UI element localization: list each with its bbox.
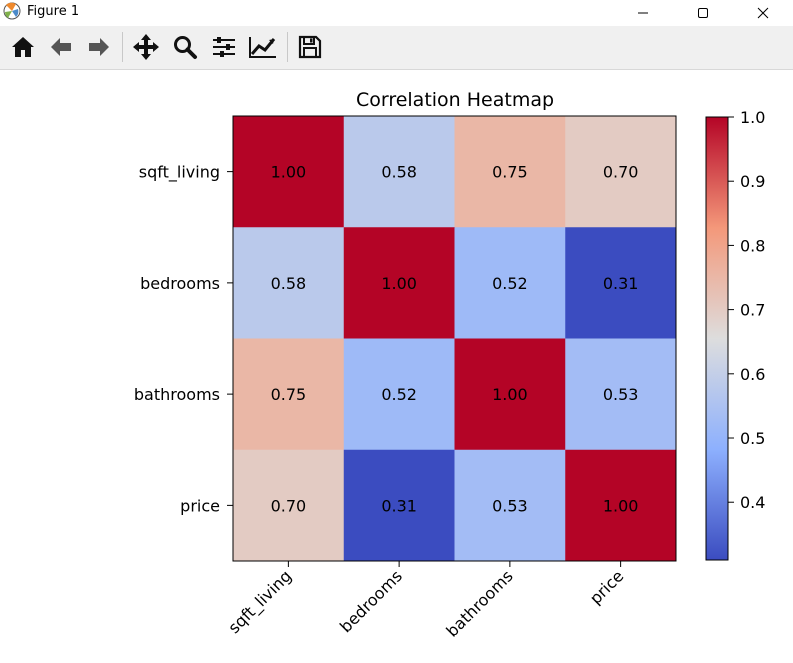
heatmap-cell: [454, 116, 566, 228]
colorbar-tick-label: 0.9: [740, 172, 765, 191]
toolbar-separator: [287, 32, 288, 62]
y-tick-label: bathrooms: [134, 385, 220, 404]
home-icon: [12, 37, 34, 57]
y-axis-ticks: sqft_living bedrooms bathrooms price: [134, 163, 233, 515]
window-title: Figure 1: [27, 4, 80, 19]
x-tick-label: bathrooms: [442, 566, 516, 640]
heatmap-cell: [565, 449, 677, 562]
edit-axis-icon: [249, 37, 276, 58]
heatmap-cells: [233, 116, 677, 562]
heatmap-cell: [233, 449, 345, 562]
cell-value-label: 0.53: [603, 385, 639, 404]
cell-value-label: 0.70: [271, 496, 307, 515]
chart-title: Correlation Heatmap: [356, 89, 554, 111]
colorbar-tick-label: 0.8: [740, 236, 765, 255]
colorbar: [705, 116, 729, 561]
forward-arrow-icon: [89, 38, 109, 56]
close-icon: [757, 7, 769, 19]
cell-value-label: 0.53: [492, 496, 528, 515]
maximize-button[interactable]: [680, 0, 726, 26]
pan-button[interactable]: [131, 32, 161, 62]
cell-value-label: 0.52: [381, 385, 417, 404]
colorbar-ticks: 0.4 0.5 0.6 0.7 0.8 0.9 1.0: [728, 108, 765, 512]
heatmap-cell: [565, 227, 677, 339]
minimize-button[interactable]: [620, 0, 666, 26]
heatmap-cell: [233, 338, 345, 451]
heatmap-cell: [233, 227, 345, 339]
configure-subplots-icon: [213, 37, 235, 57]
heatmap-cell: [565, 116, 677, 228]
cell-value-label: 1.00: [492, 385, 528, 404]
edit-axis-button[interactable]: [248, 32, 278, 62]
zoom-button[interactable]: [170, 32, 200, 62]
cell-value-label: 1.00: [271, 163, 307, 182]
heatmap-chart: Correlation Heatmap 1.00 0.58 0.75 0.70 0.58…: [134, 89, 766, 641]
plot-frame: [232, 115, 677, 562]
minimize-icon: [638, 12, 648, 14]
cell-value-label: 0.31: [603, 274, 639, 293]
close-button[interactable]: [740, 0, 786, 26]
heatmap-cell: [454, 227, 566, 339]
zoom-icon: [174, 36, 197, 59]
cell-value-label: 0.31: [381, 496, 417, 515]
heatmap-cell: [565, 338, 677, 451]
x-tick-label: price: [586, 566, 628, 608]
colorbar-tick-label: 1.0: [740, 108, 765, 127]
heatmap-cell-labels: 1.00 0.58 0.75 0.70 0.58 1.00 0.52 0.31 0.75 0.52…: [271, 163, 639, 516]
figure-canvas[interactable]: Correlation Heatmap 1.00 0.58 0.75 0.70 0.58…: [0, 70, 793, 663]
window-titlebar: Figure 1: [0, 0, 793, 26]
back-button[interactable]: [46, 32, 76, 62]
cell-value-label: 1.00: [603, 496, 639, 515]
matplotlib-app-icon: [2, 1, 22, 25]
heatmap-cell: [343, 338, 455, 451]
heatmap-cell: [343, 449, 455, 562]
x-tick-label: bedrooms: [336, 566, 406, 636]
heatmap-cell: [454, 338, 566, 451]
colorbar-tick-label: 0.5: [740, 429, 765, 448]
cell-value-label: 0.52: [492, 274, 528, 293]
cell-value-label: 1.00: [381, 274, 417, 293]
colorbar-tick-label: 0.7: [740, 301, 765, 320]
cell-value-label: 0.75: [492, 163, 528, 182]
x-axis-ticks: sqft_living bedrooms bathrooms price: [224, 561, 627, 641]
configure-subplots-button[interactable]: [209, 32, 239, 62]
y-tick-label: bedrooms: [140, 274, 220, 293]
heatmap-cell: [233, 116, 345, 228]
cell-value-label: 0.75: [271, 385, 307, 404]
maximize-icon: [698, 8, 708, 18]
toolbar-separator: [122, 32, 123, 62]
cell-value-label: 0.58: [271, 274, 307, 293]
colorbar-tick-label: 0.6: [740, 365, 765, 384]
navigation-toolbar: [0, 26, 793, 70]
cell-value-label: 0.70: [603, 163, 639, 182]
pan-icon: [133, 34, 159, 60]
back-arrow-icon: [51, 38, 71, 56]
heatmap-cell: [343, 116, 455, 228]
heatmap-cell: [454, 449, 566, 562]
heatmap-cell: [343, 227, 455, 339]
colorbar-tick-label: 0.4: [740, 493, 765, 512]
y-tick-label: price: [180, 496, 220, 515]
forward-button[interactable]: [84, 32, 114, 62]
save-icon: [298, 35, 322, 59]
cell-value-label: 0.58: [381, 163, 417, 182]
home-button[interactable]: [8, 32, 38, 62]
save-button[interactable]: [295, 32, 325, 62]
y-tick-label: sqft_living: [139, 163, 220, 183]
x-tick-label: sqft_living: [224, 566, 296, 638]
